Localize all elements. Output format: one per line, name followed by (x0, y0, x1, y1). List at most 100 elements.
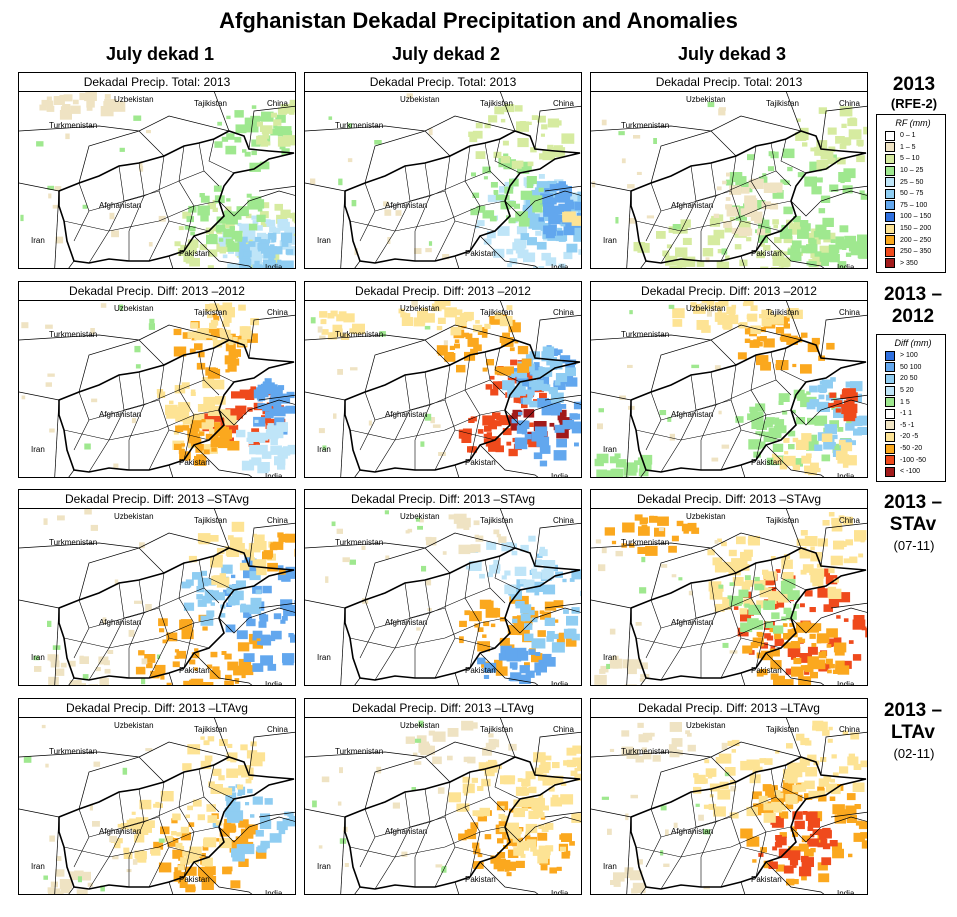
precip-cell (676, 750, 683, 756)
precip-cell (508, 625, 514, 629)
precip-cell (734, 244, 742, 250)
precip-cell (676, 520, 684, 527)
precip-cell (840, 442, 853, 452)
precip-cell (248, 440, 254, 445)
precip-cell (848, 853, 853, 858)
country-border (591, 182, 632, 192)
precip-cell (235, 124, 247, 134)
province-border (88, 582, 125, 681)
precip-cell (783, 235, 793, 244)
country-border (68, 886, 75, 894)
precip-cell (645, 545, 658, 556)
country-border (591, 808, 632, 818)
precip-cell (537, 812, 545, 818)
precip-cell (543, 225, 555, 235)
precip-cell (47, 373, 55, 377)
precip-cell (542, 399, 553, 409)
country-border (534, 105, 581, 150)
precip-cell (336, 314, 346, 322)
precip-cell (166, 682, 172, 685)
map-panel-diffstavg-dekad-2: Dekadal Precip. Diff: 2013 –STAvg Uzbekis… (304, 489, 582, 686)
precip-cell (417, 525, 423, 530)
precip-cell (703, 804, 710, 809)
legend-swatch (885, 246, 895, 257)
precip-cell (789, 623, 795, 627)
precip-cell (525, 823, 538, 834)
province-border (409, 190, 446, 202)
precip-cell (549, 184, 559, 192)
precip-cell (551, 392, 564, 403)
province-border (464, 170, 491, 182)
precip-cell (601, 547, 607, 554)
precip-cell (829, 663, 835, 669)
precip-cell (539, 153, 547, 160)
legend-entry: 250 – 350 (885, 246, 941, 258)
precip-cell (771, 314, 784, 325)
precip-cell (817, 538, 828, 547)
precip-cell (846, 793, 856, 801)
precip-cell (539, 445, 551, 454)
precip-cell (538, 187, 544, 192)
precip-cell (407, 528, 413, 533)
precip-cell (770, 660, 782, 670)
precip-cell (832, 842, 842, 851)
precip-cell (236, 844, 245, 851)
precip-cell (534, 426, 548, 437)
precip-cell (520, 613, 531, 622)
precip-cell (179, 845, 185, 850)
country-label-iran: Iran (603, 445, 617, 454)
precip-cell (226, 866, 233, 872)
province-border (454, 220, 496, 232)
precip-cell (622, 874, 627, 879)
precip-cell (838, 515, 845, 520)
precip-cell (714, 312, 727, 322)
precip-cell (537, 773, 547, 781)
country-label-iran: Iran (31, 236, 45, 245)
precip-cell (494, 312, 503, 320)
precip-cell (187, 428, 198, 437)
precip-cell (526, 237, 537, 246)
country-border (68, 469, 75, 477)
precip-cell (507, 822, 519, 833)
precip-cell (820, 149, 834, 160)
precip-cell (442, 254, 450, 260)
country-border (168, 464, 174, 477)
precip-cell (197, 205, 210, 216)
precip-cell (853, 763, 862, 770)
precip-cell (717, 538, 722, 543)
map-panel-diff2012-dekad-2: Dekadal Precip. Diff: 2013 –2012 Uzbekist… (304, 281, 582, 478)
precip-cell (175, 425, 184, 432)
precip-cell (259, 438, 266, 444)
precip-cell (442, 551, 447, 555)
precip-cell (178, 226, 184, 231)
precip-cell (43, 875, 48, 880)
precip-cell (795, 439, 809, 450)
precip-cell (241, 560, 247, 564)
country-border (785, 716, 802, 758)
precip-cell (404, 313, 411, 318)
precip-cell (741, 583, 750, 590)
country-border (499, 507, 516, 549)
precip-cell (632, 882, 646, 894)
precip-cell (472, 192, 480, 198)
precip-cell (145, 748, 153, 752)
precip-cell (254, 260, 260, 265)
precip-cell (477, 220, 485, 227)
country-label-afghanistan: Afghanistan (385, 827, 428, 836)
precip-cell (598, 408, 604, 413)
precip-cell (272, 227, 281, 234)
precip-cell (425, 579, 432, 586)
precip-cell (727, 740, 735, 747)
precip-cell (807, 818, 820, 828)
precip-cell (826, 628, 838, 638)
precip-cell (519, 674, 531, 684)
precip-cell (538, 217, 544, 222)
precip-cell (454, 343, 460, 349)
precip-cell (206, 804, 216, 812)
precip-cell (84, 509, 92, 515)
precip-cell (726, 314, 739, 325)
precip-cell (784, 643, 789, 648)
country-border (138, 324, 230, 341)
precip-cell (481, 333, 488, 338)
precip-cell (70, 105, 81, 114)
